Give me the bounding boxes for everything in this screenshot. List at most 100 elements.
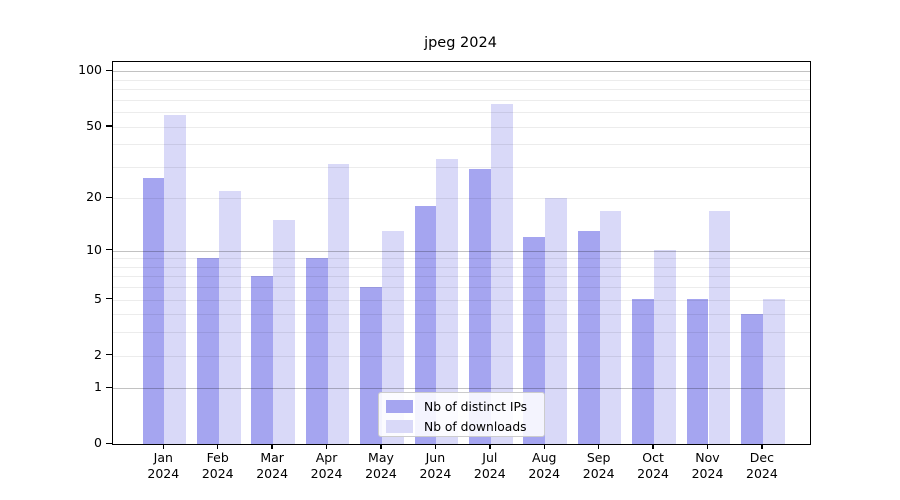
gridline-minor-30 — [113, 166, 810, 168]
x-tick-month: Jan — [153, 450, 173, 465]
gridline-minor-40 — [113, 144, 810, 146]
chart-title: jpeg 2024 — [424, 35, 497, 51]
x-tick-year: 2024 — [528, 465, 561, 481]
x-tick-label-mar: Mar 2024 — [242, 450, 302, 481]
x-tick-year: 2024 — [147, 465, 180, 481]
gridline-minor-4 — [113, 314, 810, 316]
legend-item-downloads: Nb of downloads — [386, 418, 544, 435]
x-tick-month: Jul — [482, 450, 498, 465]
bar-oct-distinct-ips — [632, 299, 655, 444]
x-tick-label-aug: Aug 2024 — [514, 450, 574, 481]
bar-dec-downloads — [762, 299, 785, 444]
y-tick-mark-50 — [106, 125, 112, 127]
bar-apr-distinct-ips — [305, 258, 328, 444]
gridline-minor-60 — [113, 112, 810, 114]
bar-jan-distinct-ips — [142, 177, 165, 444]
x-tick-month: Nov — [695, 450, 720, 465]
bar-jan-downloads — [164, 114, 187, 444]
plot-area — [112, 61, 811, 445]
x-tick-mark-dec — [761, 444, 763, 449]
bar-may-distinct-ips — [360, 286, 382, 444]
x-tick-month: Sep — [586, 450, 611, 465]
y-tick-mark-0 — [106, 442, 112, 445]
legend-swatch-distinct-ips — [386, 400, 413, 413]
legend-item-distinct-ips: Nb of distinct IPs — [386, 398, 544, 415]
y-tick-label-10: 10 — [86, 241, 102, 257]
y-tick-label-50: 50 — [86, 117, 102, 133]
gridline-major-10 — [113, 250, 810, 252]
bar-sep-downloads — [599, 210, 622, 444]
y-tick-mark-10 — [106, 249, 112, 251]
x-tick-year: 2024 — [365, 465, 397, 481]
bar-nov-distinct-ips — [686, 299, 709, 444]
x-tick-month: Apr — [315, 450, 338, 465]
x-tick-year: 2024 — [310, 465, 343, 481]
x-tick-year: 2024 — [746, 465, 778, 481]
bar-may-downloads — [381, 230, 404, 444]
bar-sep-distinct-ips — [577, 230, 600, 444]
bar-mar-distinct-ips — [251, 276, 274, 444]
gridline-minor-7 — [113, 276, 810, 278]
gridline-minor-70 — [113, 99, 810, 101]
x-tick-label-jun: Jun 2024 — [405, 450, 465, 481]
bar-jun-downloads — [436, 159, 459, 444]
y-tick-mark-1 — [106, 386, 112, 389]
bar-aug-downloads — [545, 198, 568, 444]
x-tick-label-jan: Jan 2024 — [133, 450, 193, 481]
y-tick-label-2: 2 — [94, 346, 102, 362]
legend: Nb of distinct IPs Nb of downloads — [378, 392, 545, 437]
x-tick-month: Jun — [425, 450, 446, 465]
x-tick-month: Mar — [260, 450, 284, 465]
x-tick-mark-jun — [434, 444, 437, 449]
x-tick-label-feb: Feb 2024 — [188, 450, 248, 481]
y-tick-label-1: 1 — [94, 379, 102, 395]
gridline-minor-80 — [113, 89, 810, 91]
x-tick-year: 2024 — [256, 465, 289, 481]
x-tick-label-oct: Oct 2024 — [623, 450, 683, 481]
x-tick-label-may: May 2024 — [351, 450, 411, 481]
x-tick-mark-sep — [597, 444, 600, 449]
bar-dec-distinct-ips — [741, 314, 763, 444]
gridline-minor-50 — [113, 126, 810, 128]
bar-jul-distinct-ips — [469, 169, 491, 444]
x-tick-mark-jul — [489, 444, 491, 449]
x-tick-mark-mar — [271, 444, 273, 449]
gridline-major-1 — [113, 388, 810, 390]
gridline-minor-3 — [113, 332, 810, 334]
x-tick-month: Aug — [532, 450, 557, 465]
x-tick-mark-nov — [706, 444, 709, 449]
gridline-minor-5 — [113, 299, 810, 301]
x-tick-year: 2024 — [419, 465, 452, 481]
x-tick-mark-aug — [543, 444, 545, 449]
x-tick-year: 2024 — [691, 465, 724, 481]
gridline-minor-8 — [113, 266, 810, 268]
x-tick-year: 2024 — [582, 465, 615, 481]
legend-swatch-downloads — [386, 420, 413, 433]
x-tick-year: 2024 — [473, 465, 506, 481]
x-tick-label-jul: Jul 2024 — [460, 450, 520, 481]
y-tick-label-20: 20 — [86, 189, 102, 205]
gridline-minor-9 — [113, 258, 810, 260]
x-tick-label-apr: Apr 2024 — [297, 450, 357, 481]
bar-jul-downloads — [490, 104, 513, 444]
bar-feb-distinct-ips — [196, 258, 219, 444]
x-tick-label-dec: Dec 2024 — [732, 450, 792, 481]
gridline-minor-90 — [113, 79, 810, 81]
bar-mar-downloads — [273, 220, 295, 444]
y-tick-label-100: 100 — [78, 62, 102, 78]
gridline-minor-20 — [113, 198, 810, 200]
x-tick-month: May — [368, 450, 394, 465]
bar-jun-distinct-ips — [414, 206, 437, 444]
gridline-major-100 — [113, 71, 810, 73]
x-tick-year: 2024 — [637, 465, 669, 481]
y-tick-mark-20 — [106, 196, 112, 199]
legend-label-downloads: Nb of downloads — [424, 419, 527, 434]
y-tick-label-0: 0 — [94, 435, 102, 451]
bar-apr-downloads — [327, 164, 350, 444]
x-tick-month: Dec — [749, 450, 774, 465]
bar-feb-downloads — [218, 190, 241, 444]
bar-nov-downloads — [708, 210, 731, 444]
x-tick-mark-may — [380, 444, 382, 449]
y-tick-mark-100 — [106, 69, 112, 72]
